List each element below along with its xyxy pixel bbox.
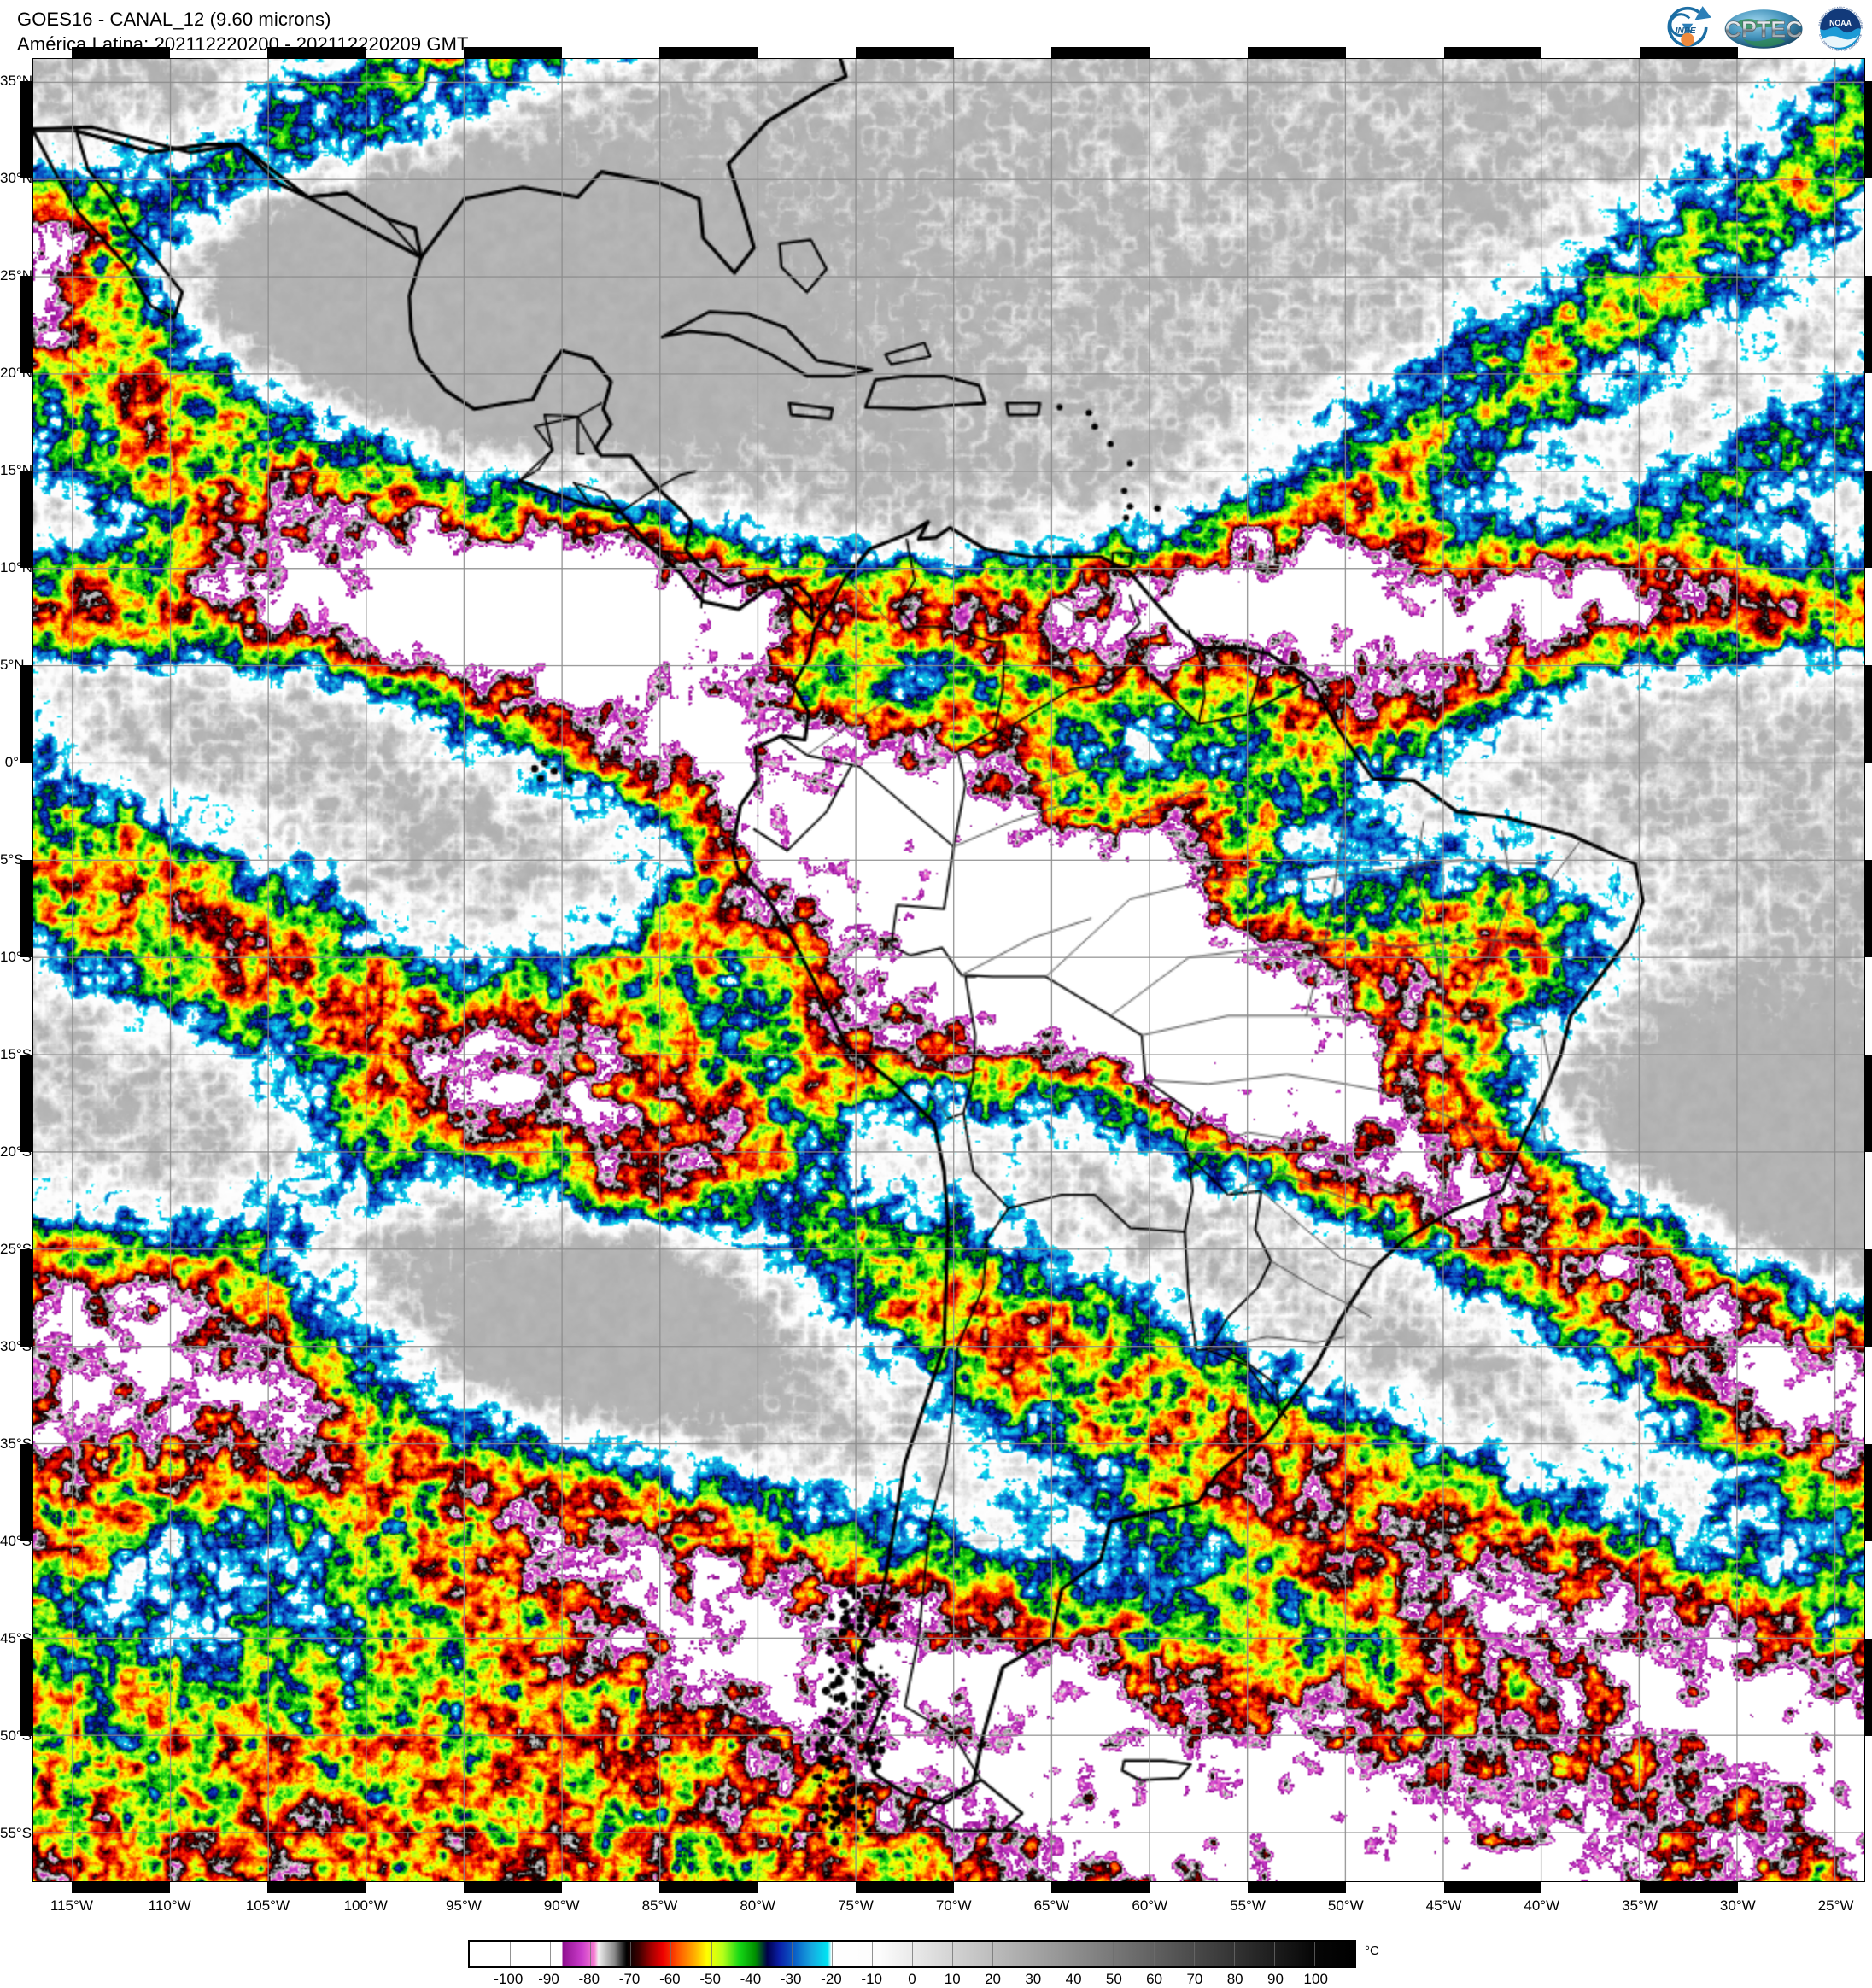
colorbar-tick-label: -80	[579, 1971, 600, 1988]
longitude-axis-labels: 115°W 110°W 105°W 100°W 95°W 90°W 85°W 80°W 75°W…	[0, 0, 1872, 1988]
colorbar-tick-label: -30	[781, 1971, 802, 1988]
colorbar-tick-label: -60	[659, 1971, 681, 1988]
colorbar-legend: °C -100 -90 -80 -70 -60 -50 -40 -30 -20 -10 0 10 20 3…	[0, 1937, 1872, 1988]
colorbar-tick-label: -10	[861, 1971, 882, 1988]
colorbar-tick	[590, 1942, 591, 1966]
longitude-tick-label: 25°W	[1818, 1897, 1854, 1915]
colorbar-tick-label: -20	[821, 1971, 842, 1988]
colorbar-tick-label: -70	[619, 1971, 641, 1988]
longitude-tick-label: 70°W	[936, 1897, 972, 1915]
longitude-tick-label: 95°W	[446, 1897, 482, 1915]
longitude-tick-label: 115°W	[50, 1897, 93, 1915]
colorbar-tick	[912, 1942, 913, 1966]
colorbar-tick-label: -40	[740, 1971, 762, 1988]
colorbar-tick-label: 80	[1227, 1971, 1243, 1988]
longitude-tick-label: 40°W	[1524, 1897, 1559, 1915]
colorbar-unit-label: °C	[1365, 1944, 1379, 1958]
colorbar-tickmarks	[470, 1942, 1354, 1966]
colorbar[interactable]	[468, 1940, 1356, 1968]
colorbar-tick-label: 90	[1267, 1971, 1284, 1988]
longitude-tick-label: 85°W	[642, 1897, 678, 1915]
colorbar-tick-label: -100	[494, 1971, 523, 1988]
colorbar-tick	[952, 1942, 953, 1966]
colorbar-tick	[992, 1942, 993, 1966]
longitude-tick-label: 60°W	[1132, 1897, 1167, 1915]
colorbar-tick	[1154, 1942, 1155, 1966]
longitude-tick-label: 45°W	[1426, 1897, 1462, 1915]
colorbar-tick-label: 10	[945, 1971, 961, 1988]
colorbar-tick	[872, 1942, 873, 1966]
longitude-tick-label: 30°W	[1720, 1897, 1756, 1915]
colorbar-tick	[630, 1942, 631, 1966]
colorbar-tick	[1234, 1942, 1235, 1966]
colorbar-tick-label: -50	[699, 1971, 721, 1988]
colorbar-tick	[510, 1942, 511, 1966]
colorbar-tick	[1113, 1942, 1114, 1966]
colorbar-tick-label: 40	[1066, 1971, 1082, 1988]
longitude-tick-label: 65°W	[1034, 1897, 1070, 1915]
colorbar-tick-label: -90	[538, 1971, 559, 1988]
longitude-tick-label: 90°W	[544, 1897, 580, 1915]
colorbar-tick	[1274, 1942, 1275, 1966]
colorbar-tick	[670, 1942, 671, 1966]
longitude-tick-label: 55°W	[1230, 1897, 1266, 1915]
colorbar-tick	[792, 1942, 793, 1966]
colorbar-tick-label: 70	[1186, 1971, 1202, 1988]
colorbar-tick-label: 60	[1146, 1971, 1162, 1988]
longitude-tick-label: 75°W	[838, 1897, 874, 1915]
longitude-tick-label: 50°W	[1328, 1897, 1364, 1915]
colorbar-tick-label: 100	[1304, 1971, 1328, 1988]
colorbar-tick	[1314, 1942, 1315, 1966]
colorbar-tick-label: 50	[1106, 1971, 1122, 1988]
longitude-tick-label: 100°W	[344, 1897, 388, 1915]
longitude-tick-label: 35°W	[1622, 1897, 1658, 1915]
colorbar-tick	[550, 1942, 551, 1966]
longitude-tick-label: 105°W	[246, 1897, 290, 1915]
colorbar-tick-label: 20	[985, 1971, 1001, 1988]
colorbar-tick	[1194, 1942, 1195, 1966]
colorbar-tick-label: 30	[1025, 1971, 1041, 1988]
colorbar-tick	[711, 1942, 712, 1966]
colorbar-tick	[832, 1942, 833, 1966]
colorbar-tick-label: 0	[908, 1971, 916, 1988]
longitude-tick-label: 80°W	[740, 1897, 775, 1915]
longitude-tick-label: 110°W	[149, 1897, 191, 1915]
